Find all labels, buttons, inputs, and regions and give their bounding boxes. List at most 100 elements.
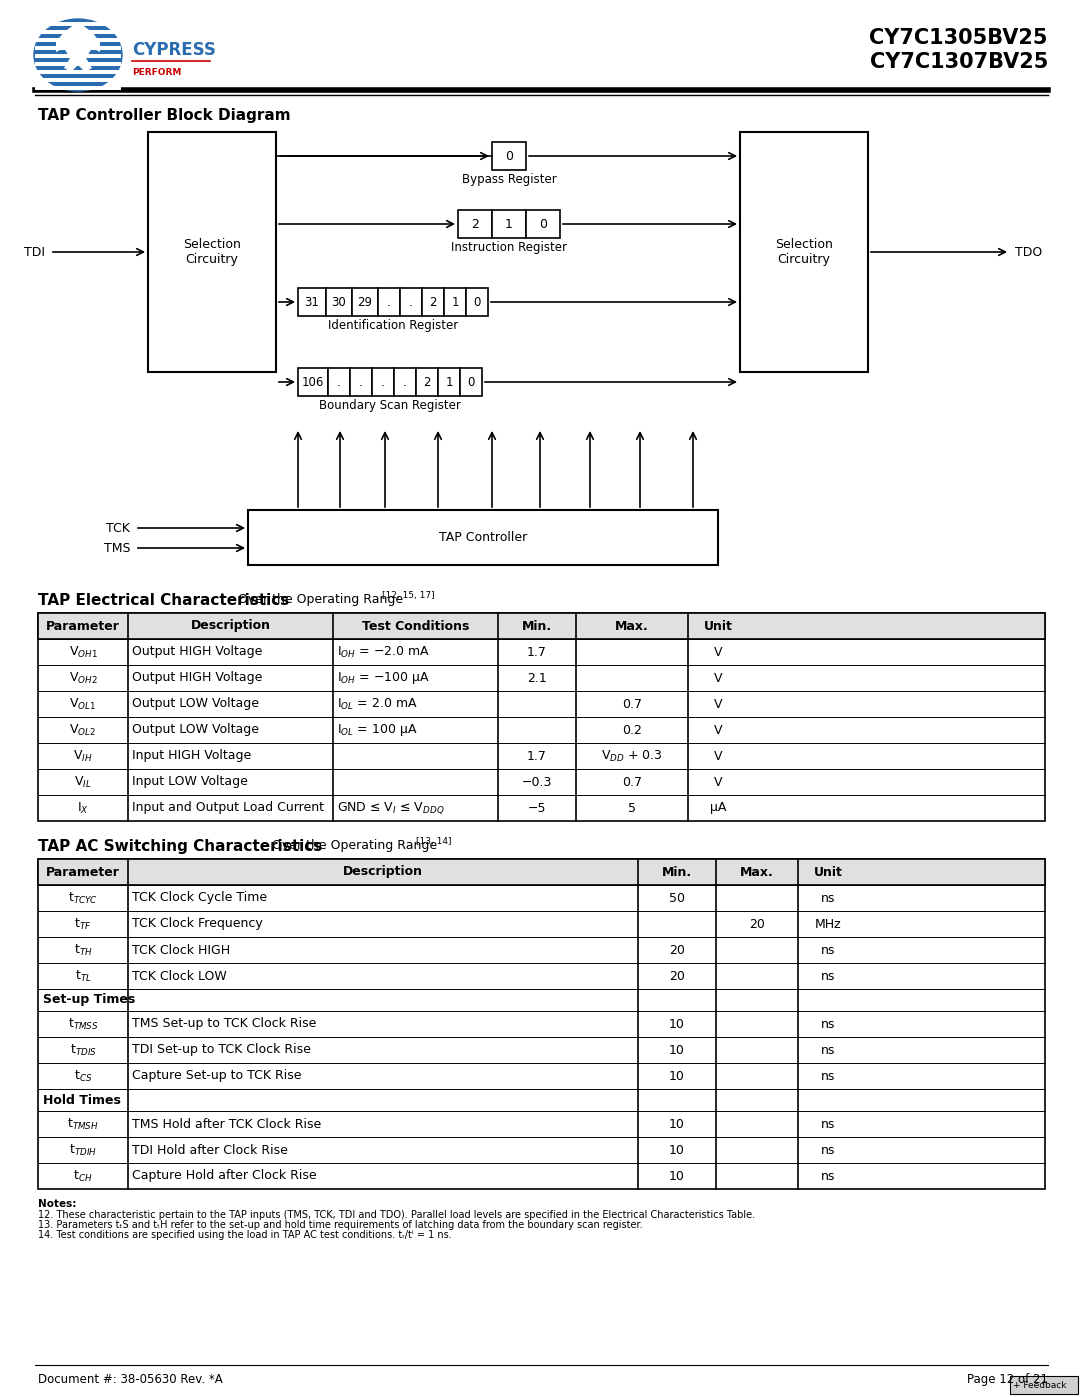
Text: + Feedback: + Feedback xyxy=(1013,1380,1067,1390)
Text: Selection
Circuitry: Selection Circuitry xyxy=(775,237,833,265)
Text: V: V xyxy=(714,697,723,711)
Text: TDO: TDO xyxy=(1015,246,1042,258)
Bar xyxy=(35,70,121,74)
Text: Input LOW Voltage: Input LOW Voltage xyxy=(132,775,248,788)
Text: [12, 15, 17]: [12, 15, 17] xyxy=(382,591,434,599)
Text: 13. Parameters tₜS and tₜH refer to the set-up and hold time requirements of lat: 13. Parameters tₜS and tₜH refer to the … xyxy=(38,1220,643,1229)
Bar xyxy=(35,78,121,82)
Text: V$_{DD}$ + 0.3: V$_{DD}$ + 0.3 xyxy=(602,749,663,764)
Text: t$_{TMSH}$: t$_{TMSH}$ xyxy=(67,1116,99,1132)
Text: Boundary Scan Register: Boundary Scan Register xyxy=(319,400,461,412)
Bar xyxy=(526,210,561,237)
Text: μA: μA xyxy=(710,802,726,814)
Bar xyxy=(492,210,526,237)
Bar xyxy=(444,288,465,316)
Text: V$_{OH1}$: V$_{OH1}$ xyxy=(68,644,97,659)
Text: V$_{IH}$: V$_{IH}$ xyxy=(73,749,93,764)
Text: GND ≤ V$_{I}$ ≤ V$_{DDQ}$: GND ≤ V$_{I}$ ≤ V$_{DDQ}$ xyxy=(337,800,445,816)
Text: V$_{IL}$: V$_{IL}$ xyxy=(75,774,92,789)
Text: ns: ns xyxy=(821,970,835,982)
Text: I$_{X}$: I$_{X}$ xyxy=(77,800,89,816)
Text: Parameter: Parameter xyxy=(46,619,120,633)
Text: I$_{OL}$ = 100 μA: I$_{OL}$ = 100 μA xyxy=(337,722,418,738)
Text: V: V xyxy=(714,775,723,788)
Bar xyxy=(35,87,121,89)
Text: TMS: TMS xyxy=(104,542,130,555)
Bar xyxy=(35,46,121,50)
Text: Over the Operating Range: Over the Operating Range xyxy=(268,840,437,852)
Text: .: . xyxy=(387,296,391,309)
Bar xyxy=(148,131,276,372)
Text: Identification Register: Identification Register xyxy=(328,319,458,332)
Text: TCK Clock LOW: TCK Clock LOW xyxy=(132,970,227,982)
Text: 2: 2 xyxy=(423,376,431,388)
Text: Document #: 38-05630 Rev. *A: Document #: 38-05630 Rev. *A xyxy=(38,1373,222,1386)
Text: 0: 0 xyxy=(468,376,475,388)
Text: Output HIGH Voltage: Output HIGH Voltage xyxy=(132,672,262,685)
Bar xyxy=(416,367,438,395)
Text: 10: 10 xyxy=(670,1144,685,1157)
Text: V$_{OH2}$: V$_{OH2}$ xyxy=(69,671,97,686)
Text: 20: 20 xyxy=(670,943,685,957)
Text: 1.7: 1.7 xyxy=(527,750,546,763)
Text: Description: Description xyxy=(190,619,270,633)
Bar xyxy=(328,367,350,395)
Text: .: . xyxy=(381,376,384,388)
Text: V: V xyxy=(714,672,723,685)
Text: 2: 2 xyxy=(429,296,436,309)
Text: 10: 10 xyxy=(670,1169,685,1182)
Text: TMS Set-up to TCK Clock Rise: TMS Set-up to TCK Clock Rise xyxy=(132,1017,316,1031)
Text: .: . xyxy=(360,376,363,388)
Text: TAP Controller Block Diagram: TAP Controller Block Diagram xyxy=(38,108,291,123)
Text: .: . xyxy=(409,296,413,309)
Text: 0: 0 xyxy=(473,296,481,309)
Text: 20: 20 xyxy=(670,970,685,982)
Bar xyxy=(1010,1376,1078,1394)
Text: V: V xyxy=(714,645,723,658)
Text: TAP Electrical Characteristics: TAP Electrical Characteristics xyxy=(38,592,289,608)
Text: 20: 20 xyxy=(750,918,765,930)
PathPatch shape xyxy=(56,22,100,73)
Text: 0: 0 xyxy=(505,149,513,162)
Text: Output LOW Voltage: Output LOW Voltage xyxy=(132,697,259,711)
Text: 0.7: 0.7 xyxy=(622,697,642,711)
Text: 0.2: 0.2 xyxy=(622,724,642,736)
Text: ns: ns xyxy=(821,1169,835,1182)
Text: 50: 50 xyxy=(669,891,685,904)
Text: 10: 10 xyxy=(670,1118,685,1130)
Text: Capture Hold after Clock Rise: Capture Hold after Clock Rise xyxy=(132,1169,316,1182)
Text: t$_{TDIS}$: t$_{TDIS}$ xyxy=(69,1042,96,1058)
Bar xyxy=(38,613,1045,821)
Bar xyxy=(458,210,492,237)
Text: Input HIGH Voltage: Input HIGH Voltage xyxy=(132,750,252,763)
Text: PERFORM: PERFORM xyxy=(132,68,181,77)
Text: V$_{OL1}$: V$_{OL1}$ xyxy=(69,697,96,711)
Text: Unit: Unit xyxy=(703,619,732,633)
Text: Output LOW Voltage: Output LOW Voltage xyxy=(132,724,259,736)
Text: I$_{OH}$ = −2.0 mA: I$_{OH}$ = −2.0 mA xyxy=(337,644,430,659)
Bar xyxy=(35,54,121,59)
Text: Description: Description xyxy=(343,866,423,879)
Text: Test Conditions: Test Conditions xyxy=(362,619,469,633)
Bar xyxy=(394,367,416,395)
Text: I$_{OH}$ = −100 μA: I$_{OH}$ = −100 μA xyxy=(337,671,430,686)
Text: ns: ns xyxy=(821,1044,835,1056)
Text: TMS Hold after TCK Clock Rise: TMS Hold after TCK Clock Rise xyxy=(132,1118,321,1130)
Bar xyxy=(740,131,868,372)
Bar xyxy=(38,859,1045,1189)
Text: 1: 1 xyxy=(445,376,453,388)
Text: t$_{TCYC}$: t$_{TCYC}$ xyxy=(68,890,98,905)
Text: Min.: Min. xyxy=(662,866,692,879)
Text: Max.: Max. xyxy=(616,619,649,633)
Text: 2: 2 xyxy=(471,218,478,231)
Text: TCK Clock Frequency: TCK Clock Frequency xyxy=(132,918,262,930)
Text: t$_{CH}$: t$_{CH}$ xyxy=(73,1168,93,1183)
Text: TCK Clock Cycle Time: TCK Clock Cycle Time xyxy=(132,891,267,904)
Text: Capture Set-up to TCK Rise: Capture Set-up to TCK Rise xyxy=(132,1070,301,1083)
Bar xyxy=(422,288,444,316)
Text: 2.1: 2.1 xyxy=(527,672,546,685)
Text: −5: −5 xyxy=(528,802,546,814)
Text: 1: 1 xyxy=(505,218,513,231)
Text: 1.7: 1.7 xyxy=(527,645,546,658)
Bar xyxy=(326,288,352,316)
